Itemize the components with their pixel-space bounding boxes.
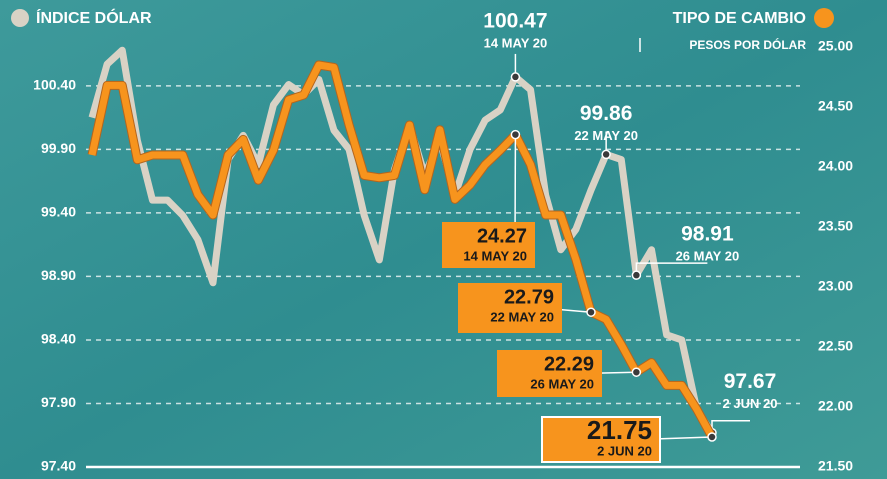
point <box>511 131 519 139</box>
date-label: 2 JUN 20 <box>597 443 652 458</box>
y-tick-label: 100.40 <box>33 77 76 93</box>
legend-label: TIPO DE CAMBIO <box>673 10 806 27</box>
y2-axis-label: PESOS POR DÓLAR <box>689 37 806 52</box>
y-tick-label: 98.40 <box>41 331 76 347</box>
date-label: 22 MAY 20 <box>574 128 638 143</box>
date-label: 26 MAY 20 <box>676 249 740 264</box>
date-label: 26 MAY 20 <box>530 376 594 391</box>
value-label: 21.75 <box>587 415 652 445</box>
value-label: 98.91 <box>681 223 734 246</box>
value-label: 22.79 <box>504 286 554 308</box>
y2-tick-label: 22.00 <box>818 398 853 414</box>
legend-label: ÍNDICE DÓLAR <box>36 8 152 27</box>
date-label: 14 MAY 20 <box>484 35 548 50</box>
y-tick-label: 99.40 <box>41 204 76 220</box>
y-tick-label: 97.40 <box>41 458 76 474</box>
legend-swatch <box>11 9 29 27</box>
point <box>511 73 519 81</box>
value-label: 99.86 <box>580 102 633 125</box>
y2-tick-label: 22.50 <box>818 338 853 354</box>
y-tick-label: 97.90 <box>41 394 76 410</box>
point <box>632 271 640 279</box>
value-label: 22.29 <box>544 353 594 375</box>
y-tick-label: 99.90 <box>41 140 76 156</box>
value-label: 24.27 <box>477 225 527 247</box>
y2-tick-label: 24.00 <box>818 158 853 174</box>
y2-tick-label: 25.00 <box>818 38 853 54</box>
point <box>587 308 595 316</box>
y2-tick-label: 24.50 <box>818 98 853 114</box>
value-label: 100.47 <box>483 9 547 32</box>
point <box>602 150 610 158</box>
point <box>708 433 716 441</box>
date-label: 2 JUN 20 <box>723 396 778 411</box>
point <box>632 368 640 376</box>
y2-tick-label: 21.50 <box>818 458 853 474</box>
date-label: 14 MAY 20 <box>463 248 527 263</box>
date-label: 22 MAY 20 <box>490 309 554 324</box>
y2-tick-label: 23.50 <box>818 218 853 234</box>
y-tick-label: 98.90 <box>41 267 76 283</box>
y2-tick-label: 23.00 <box>818 278 853 294</box>
chart: ÍNDICE DÓLAR TIPO DE CAMBIO PESOS POR DÓ… <box>0 0 887 479</box>
value-label: 97.67 <box>724 370 777 393</box>
legend-swatch <box>814 8 834 28</box>
